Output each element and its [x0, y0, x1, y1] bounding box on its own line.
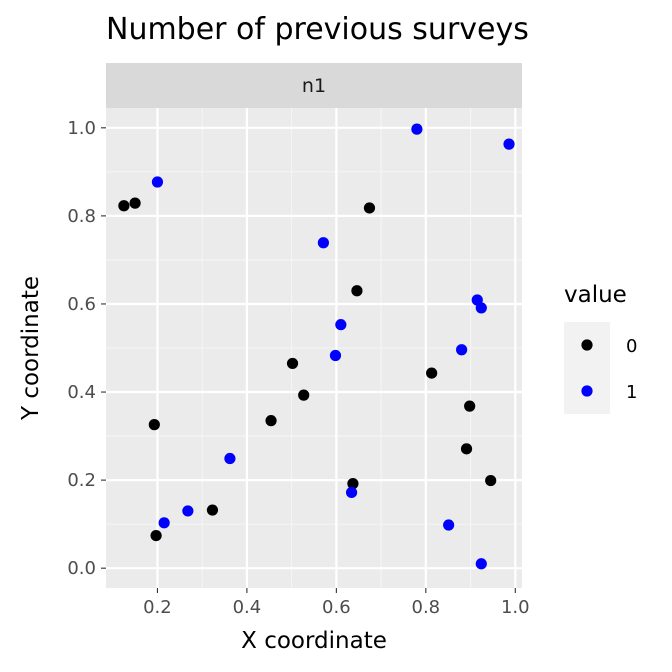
y-tick-label: 0.2	[67, 470, 96, 491]
data-point-value-0	[351, 285, 363, 297]
y-tick-label: 1.0	[67, 118, 96, 139]
data-point-value-1	[456, 344, 468, 356]
legend: value 0 1	[564, 282, 637, 414]
y-axis-ticks: 0.0 0.2 0.4 0.6 0.8 1.0	[67, 118, 106, 579]
facet-label: n1	[302, 75, 326, 97]
data-point-value-0	[485, 474, 497, 487]
x-tick-label: 0.8	[412, 597, 441, 618]
legend-key-background	[564, 322, 610, 414]
data-point-value-0	[265, 415, 277, 427]
data-point-value-1	[329, 349, 342, 362]
data-point-value-1	[182, 505, 194, 517]
x-axis-title: X coordinate	[241, 628, 387, 654]
data-points	[118, 123, 515, 570]
data-point-value-0	[363, 202, 376, 214]
data-point-value-1	[503, 138, 515, 150]
data-point-value-0	[426, 367, 438, 379]
chart-title: Number of previous surveys	[106, 12, 529, 47]
data-point-value-1	[475, 302, 487, 314]
data-point-value-1	[158, 517, 170, 529]
data-point-value-0	[148, 419, 160, 431]
y-tick-label: 0.8	[67, 206, 96, 227]
y-tick-label: 0.0	[67, 558, 96, 579]
x-axis-ticks: 0.2 0.4 0.6 0.8 1.0	[143, 588, 530, 618]
y-tick-label: 0.4	[67, 382, 96, 403]
x-tick-label: 1.0	[501, 597, 530, 618]
data-point-value-1	[151, 176, 164, 188]
legend-title: value	[564, 282, 627, 308]
x-tick-label: 0.2	[143, 597, 172, 618]
data-point-value-0	[464, 400, 476, 412]
legend-key-0	[581, 339, 593, 351]
data-point-value-0	[129, 197, 141, 209]
data-point-value-0	[286, 357, 299, 370]
major-gridlines	[106, 108, 522, 588]
legend-label-0: 0	[626, 336, 637, 357]
legend-label-1: 1	[626, 382, 637, 403]
data-point-value-1	[335, 319, 347, 331]
data-point-value-1	[411, 123, 423, 135]
data-point-value-0	[460, 443, 473, 455]
data-point-value-0	[150, 529, 162, 542]
data-point-value-0	[298, 389, 310, 401]
data-point-value-0	[206, 504, 219, 516]
facet-strip	[106, 63, 522, 108]
y-tick-label: 0.6	[67, 294, 96, 315]
y-axis-title: Y coordinate	[18, 276, 44, 421]
data-point-value-1	[475, 558, 487, 570]
data-point-value-0	[118, 200, 130, 212]
data-point-value-1	[317, 237, 329, 249]
x-tick-label: 0.4	[233, 597, 262, 618]
data-point-value-1	[443, 519, 455, 531]
x-tick-label: 0.6	[322, 597, 351, 618]
data-point-value-1	[224, 452, 236, 465]
minor-gridlines	[106, 108, 522, 588]
data-point-value-0	[347, 478, 359, 490]
legend-key-1	[581, 385, 593, 397]
data-point-value-1	[345, 486, 358, 499]
